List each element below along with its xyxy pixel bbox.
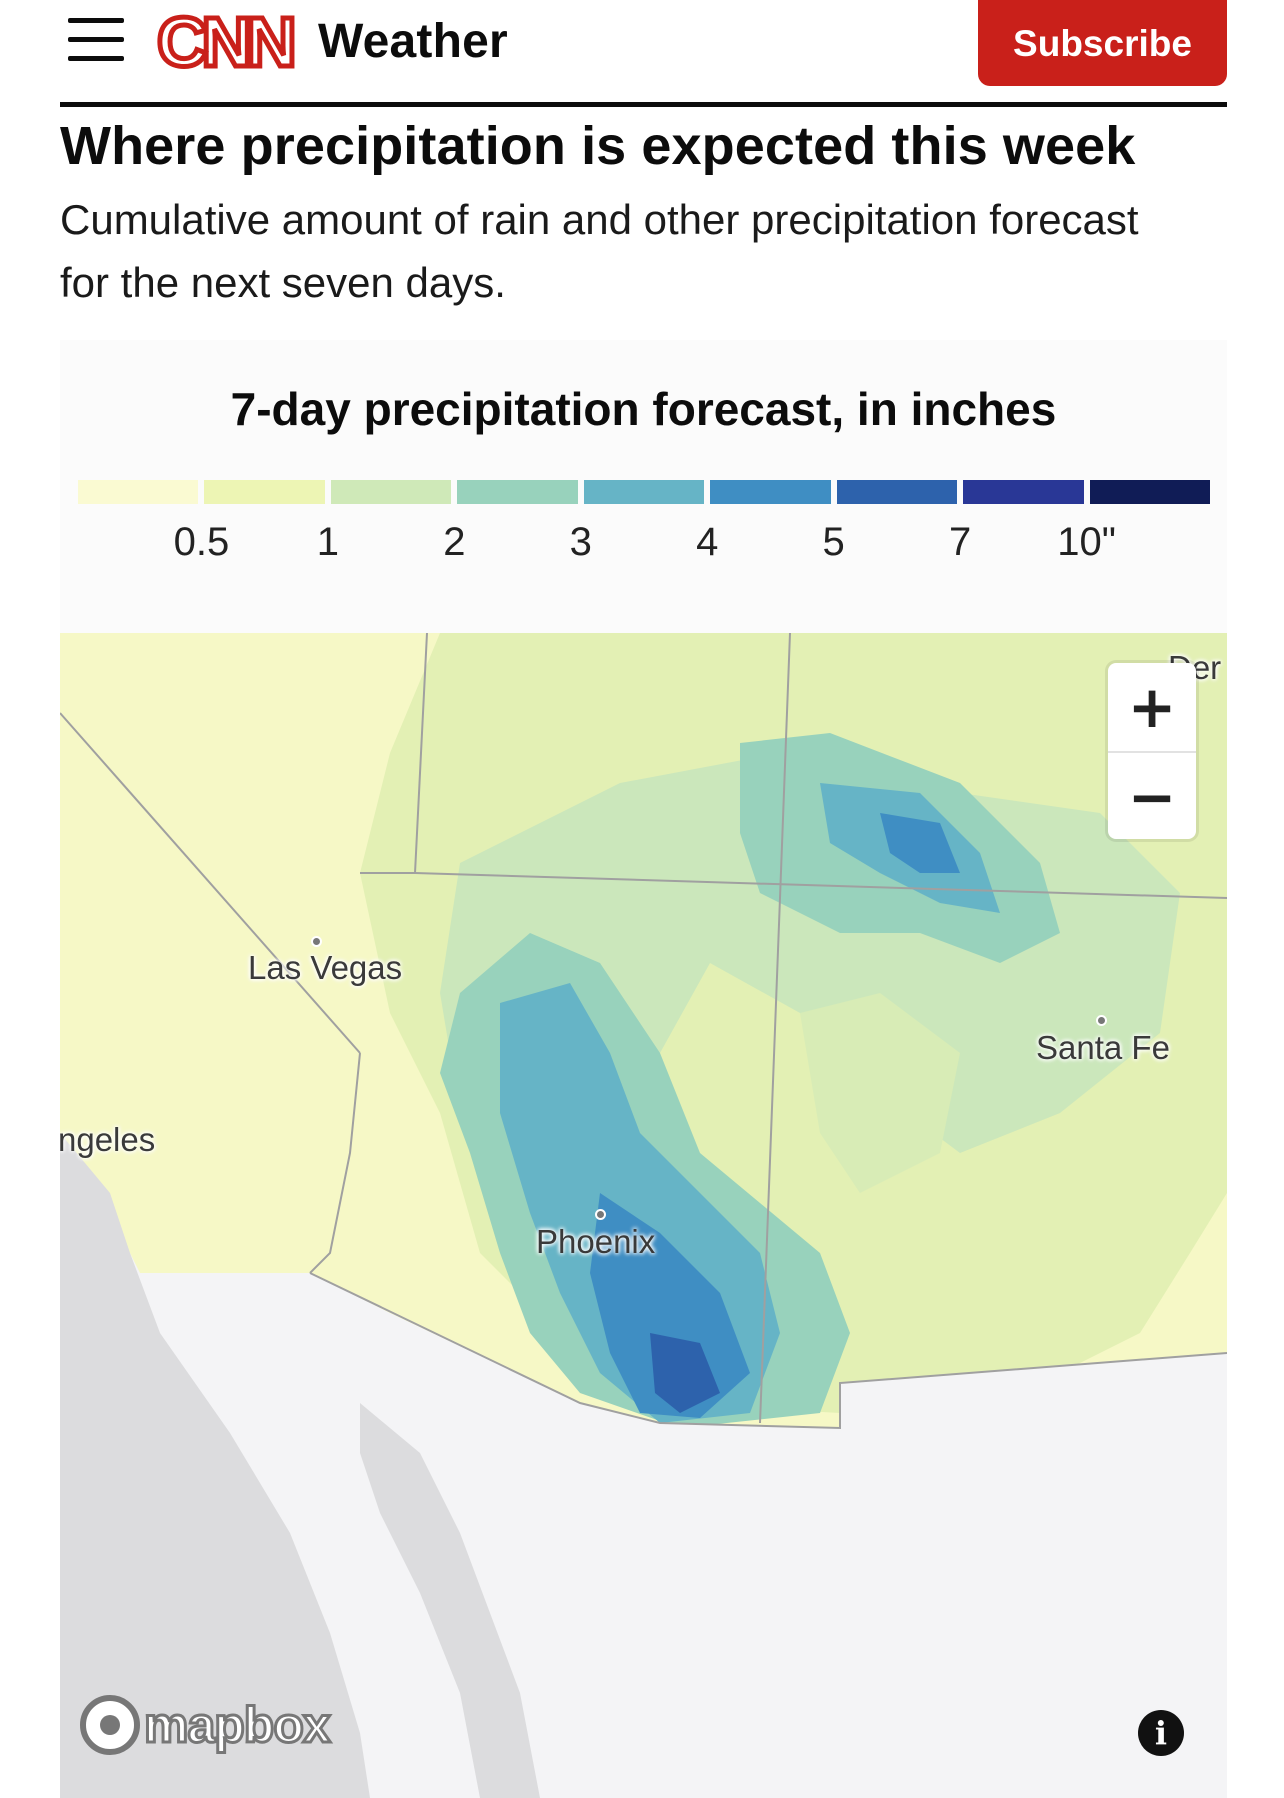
svg-text:CNN: CNN bbox=[157, 8, 292, 74]
zoom-control: + − bbox=[1108, 663, 1196, 839]
site-header: CNN Weather Subscribe bbox=[0, 0, 1284, 107]
city-label-las-vegas: Las Vegas bbox=[248, 949, 403, 986]
chart-title: 7-day precipitation forecast, in inches bbox=[230, 383, 1057, 435]
legend-tick-label: 3 bbox=[569, 520, 592, 564]
city-marker bbox=[311, 936, 322, 947]
legend-swatch bbox=[78, 480, 199, 504]
mapbox-logo[interactable]: mapbox bbox=[80, 1693, 333, 1757]
legend-swatch bbox=[457, 480, 578, 504]
legend-swatch bbox=[330, 480, 452, 504]
legend-tick-label: 1 bbox=[316, 520, 339, 564]
section-name[interactable]: Weather bbox=[318, 15, 508, 68]
legend-tick-label: 0.5 bbox=[173, 520, 230, 564]
legend-swatch bbox=[836, 480, 958, 504]
map-canvas[interactable] bbox=[60, 633, 1227, 1798]
legend-tick-label: 7 bbox=[948, 520, 972, 564]
article-dek: Cumulative amount of rain and other prec… bbox=[60, 196, 1139, 306]
city-label-phoenix: Phoenix bbox=[536, 1223, 656, 1260]
subscribe-button[interactable]: Subscribe bbox=[978, 0, 1227, 86]
mapbox-wordmark: mapbox bbox=[143, 1696, 333, 1755]
info-icon[interactable]: i bbox=[1138, 1710, 1184, 1756]
legend-swatch bbox=[204, 480, 325, 504]
zoom-in-button[interactable]: + bbox=[1108, 663, 1196, 751]
zoom-divider bbox=[1108, 751, 1196, 753]
legend-tick-label: 2 bbox=[443, 520, 466, 564]
city-marker bbox=[595, 1209, 606, 1220]
legend-swatch bbox=[583, 480, 705, 504]
mapbox-icon bbox=[80, 1695, 140, 1755]
city-label-los-angeles: ngeles bbox=[60, 1121, 156, 1158]
legend-tick-label: 10" bbox=[1057, 520, 1116, 564]
legend-tick-label: 5 bbox=[822, 520, 845, 564]
city-label-santa-fe: Santa Fe bbox=[1036, 1029, 1170, 1066]
header-divider bbox=[60, 102, 1227, 107]
zoom-out-button[interactable]: − bbox=[1108, 753, 1196, 841]
city-marker bbox=[1096, 1015, 1107, 1026]
menu-icon[interactable] bbox=[68, 18, 124, 62]
precipitation-map[interactable]: Las Vegas Santa Fe Phoenix ngeles Der + … bbox=[60, 633, 1227, 1798]
legend-tick-label: 4 bbox=[696, 520, 719, 564]
cnn-logo[interactable]: CNN bbox=[155, 8, 295, 74]
legend-swatch bbox=[1089, 480, 1210, 504]
legend-swatch bbox=[963, 480, 1084, 504]
article-headline: Where precipitation is expected this wee… bbox=[60, 116, 1136, 176]
legend-swatch bbox=[710, 480, 831, 504]
color-legend: 0.5 1 2 3 4 5 7 10" bbox=[78, 480, 1210, 570]
